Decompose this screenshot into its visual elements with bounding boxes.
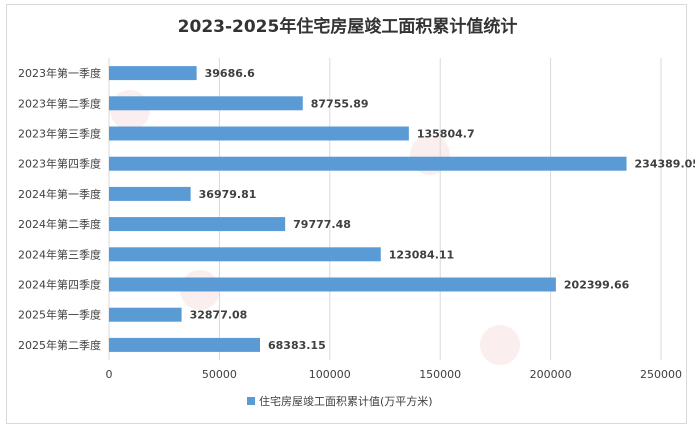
category-label: 2023年第三季度	[18, 127, 101, 141]
bar	[109, 186, 191, 201]
bar	[109, 337, 260, 352]
category-label: 2023年第一季度	[18, 66, 101, 80]
bar	[109, 156, 627, 171]
x-tick-label: 0	[106, 368, 113, 381]
data-label: 79777.48	[293, 218, 351, 231]
data-label: 123084.11	[389, 248, 454, 261]
x-tick-label: 250000	[640, 368, 682, 381]
x-tick-label: 50000	[202, 368, 237, 381]
data-labels: 39686.6 87755.89 135804.7 234389.05 36979.81…	[190, 67, 695, 352]
data-label: 135804.7	[417, 128, 475, 141]
x-tick-label: 200000	[530, 368, 572, 381]
x-tick-labels: 0 50000 100000 150000 200000 250000	[106, 368, 683, 381]
data-label: 234389.05	[635, 158, 695, 171]
data-label: 202399.66	[564, 279, 630, 292]
category-label: 2023年第四季度	[18, 157, 101, 171]
bar	[109, 126, 409, 141]
legend: 住宅房屋竣工面积累计值(万平方米)	[247, 394, 433, 408]
category-label: 2024年第一季度	[18, 187, 101, 201]
bar	[109, 217, 286, 232]
legend-swatch	[247, 397, 255, 405]
category-labels: 2023年第一季度 2023年第二季度 2023年第三季度 2023年第四季度 2024…	[18, 66, 101, 352]
legend-label: 住宅房屋竣工面积累计值(万平方米)	[259, 394, 433, 408]
category-label: 2024年第二季度	[18, 217, 101, 231]
data-label: 39686.6	[205, 67, 255, 80]
data-label: 87755.89	[311, 97, 369, 110]
bar	[109, 66, 197, 81]
x-tick-label: 150000	[419, 368, 461, 381]
bar	[109, 247, 381, 262]
category-label: 2023年第二季度	[18, 96, 101, 110]
category-label: 2024年第四季度	[18, 278, 101, 292]
bar	[109, 277, 556, 292]
x-tick-label: 100000	[309, 368, 351, 381]
bar	[109, 307, 182, 322]
category-label: 2025年第二季度	[18, 338, 101, 352]
data-label: 36979.81	[199, 188, 257, 201]
category-label: 2024年第三季度	[18, 247, 101, 261]
data-label: 32877.08	[190, 309, 248, 322]
watermark-logo	[480, 325, 520, 365]
data-label: 68383.15	[268, 339, 326, 352]
bar	[109, 96, 303, 111]
category-label: 2025年第一季度	[18, 308, 101, 322]
chart-title: 2023-2025年住宅房屋竣工面积累计值统计	[177, 17, 518, 37]
bars	[109, 66, 627, 352]
